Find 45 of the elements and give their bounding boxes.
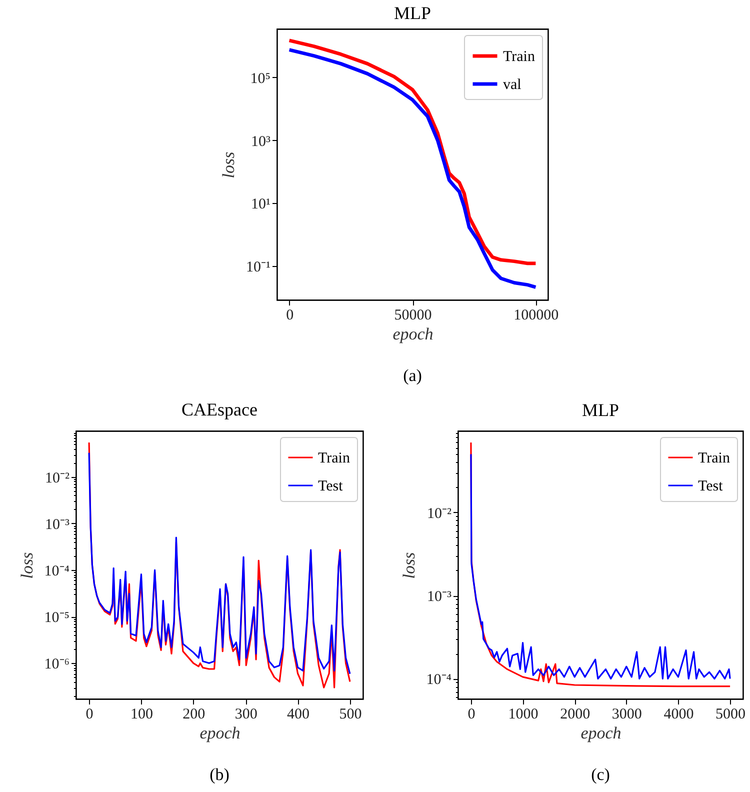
chart-title: MLP	[582, 400, 620, 420]
x-tick-label: 100	[130, 706, 153, 722]
x-tick-label: 200	[182, 706, 206, 722]
legend-label: Test	[318, 478, 344, 494]
y-tick-label: 10³	[251, 134, 271, 150]
x-tick-label: 300	[234, 706, 258, 722]
y-tick-label: 10⁻³	[427, 589, 452, 606]
x-tick-label: 50000	[394, 308, 432, 324]
x-tick-label: 0	[468, 706, 476, 722]
y-axis-title: loss	[17, 552, 36, 579]
y-tick-label: 10⁻⁴	[44, 564, 70, 580]
chart-title: MLP	[394, 3, 432, 23]
legend-label: Train	[318, 450, 350, 466]
y-tick-label: 10⁻⁶	[44, 656, 70, 673]
x-tick-label: 0	[286, 308, 294, 324]
chart-title: CAEspace	[182, 400, 258, 420]
x-tick-label: 400	[287, 706, 310, 722]
x-tick-label: 100000	[514, 308, 559, 324]
legend-label: Train	[698, 450, 730, 466]
x-axis-title: epoch	[392, 324, 434, 344]
y-tick-label: 10¹	[251, 196, 270, 213]
x-tick-label: 1000	[508, 706, 538, 722]
x-tick-label: 5000	[716, 706, 746, 722]
y-tick-label: 10⁻²	[427, 506, 452, 522]
text: (b)	[208, 765, 230, 785]
y-tick-label: 10⁵	[250, 70, 270, 87]
x-tick-label: 4000	[664, 706, 694, 722]
x-tick-label: 500	[339, 706, 362, 722]
y-axis-title: loss	[219, 151, 238, 178]
x-axis-title: epoch	[200, 724, 240, 742]
text: (c)	[590, 765, 611, 785]
legend-label: val	[503, 77, 522, 93]
y-tick-label: 10⁻³	[45, 517, 70, 533]
y-tick-label: 10⁻²	[45, 470, 70, 486]
x-tick-label: 2000	[560, 706, 590, 722]
y-tick-label: 10⁻¹	[246, 259, 270, 276]
legend-label: Test	[698, 478, 724, 494]
y-axis-title: loss	[399, 552, 418, 579]
x-axis-title: epoch	[580, 724, 622, 742]
legend-label: Train	[503, 49, 536, 65]
x-tick-label: 0	[86, 706, 94, 722]
x-tick-label: 3000	[612, 706, 642, 722]
text: (a)	[402, 366, 423, 386]
y-tick-label: 10⁻⁵	[44, 610, 70, 626]
y-tick-label: 10⁻⁴	[426, 672, 452, 688]
